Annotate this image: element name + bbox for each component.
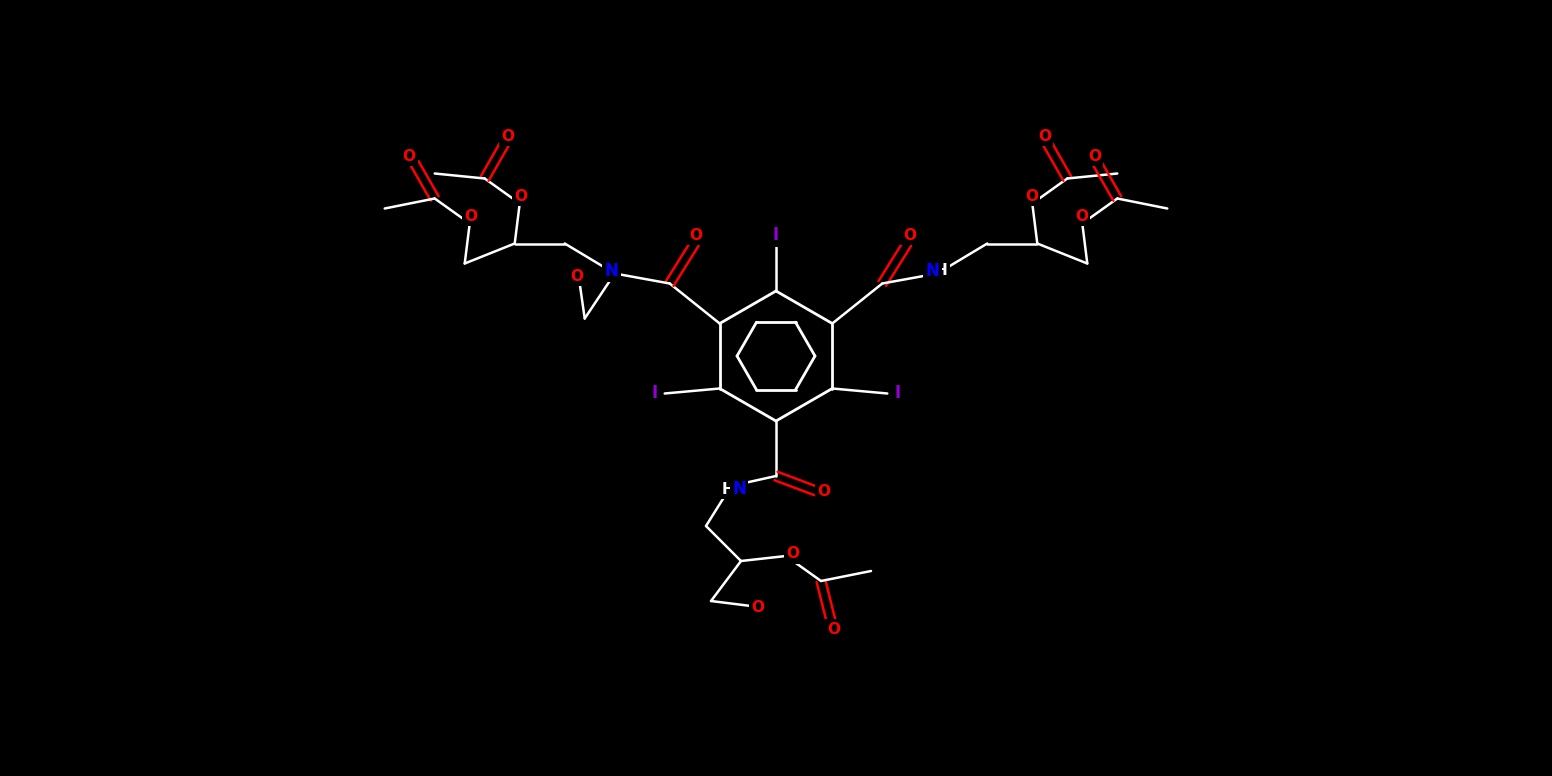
Text: H: H [934, 263, 948, 278]
Text: I: I [894, 384, 900, 403]
Text: O: O [751, 600, 765, 615]
Text: O: O [689, 228, 702, 243]
Text: O: O [1088, 149, 1100, 164]
Text: H: H [722, 481, 734, 497]
Text: O: O [1038, 129, 1051, 144]
Text: N: N [605, 262, 619, 279]
Text: O: O [501, 129, 514, 144]
Text: O: O [827, 622, 841, 636]
Text: O: O [818, 484, 830, 500]
Text: O: O [1076, 209, 1088, 224]
Text: O: O [570, 269, 584, 284]
Text: I: I [652, 384, 658, 403]
Text: O: O [787, 546, 799, 562]
Text: O: O [514, 189, 528, 204]
Text: N: N [925, 262, 939, 279]
Text: O: O [402, 149, 416, 164]
Text: O: O [1024, 189, 1038, 204]
Text: O: O [464, 209, 476, 224]
Text: N: N [733, 480, 747, 498]
Text: O: O [903, 228, 916, 243]
Text: I: I [773, 226, 779, 244]
